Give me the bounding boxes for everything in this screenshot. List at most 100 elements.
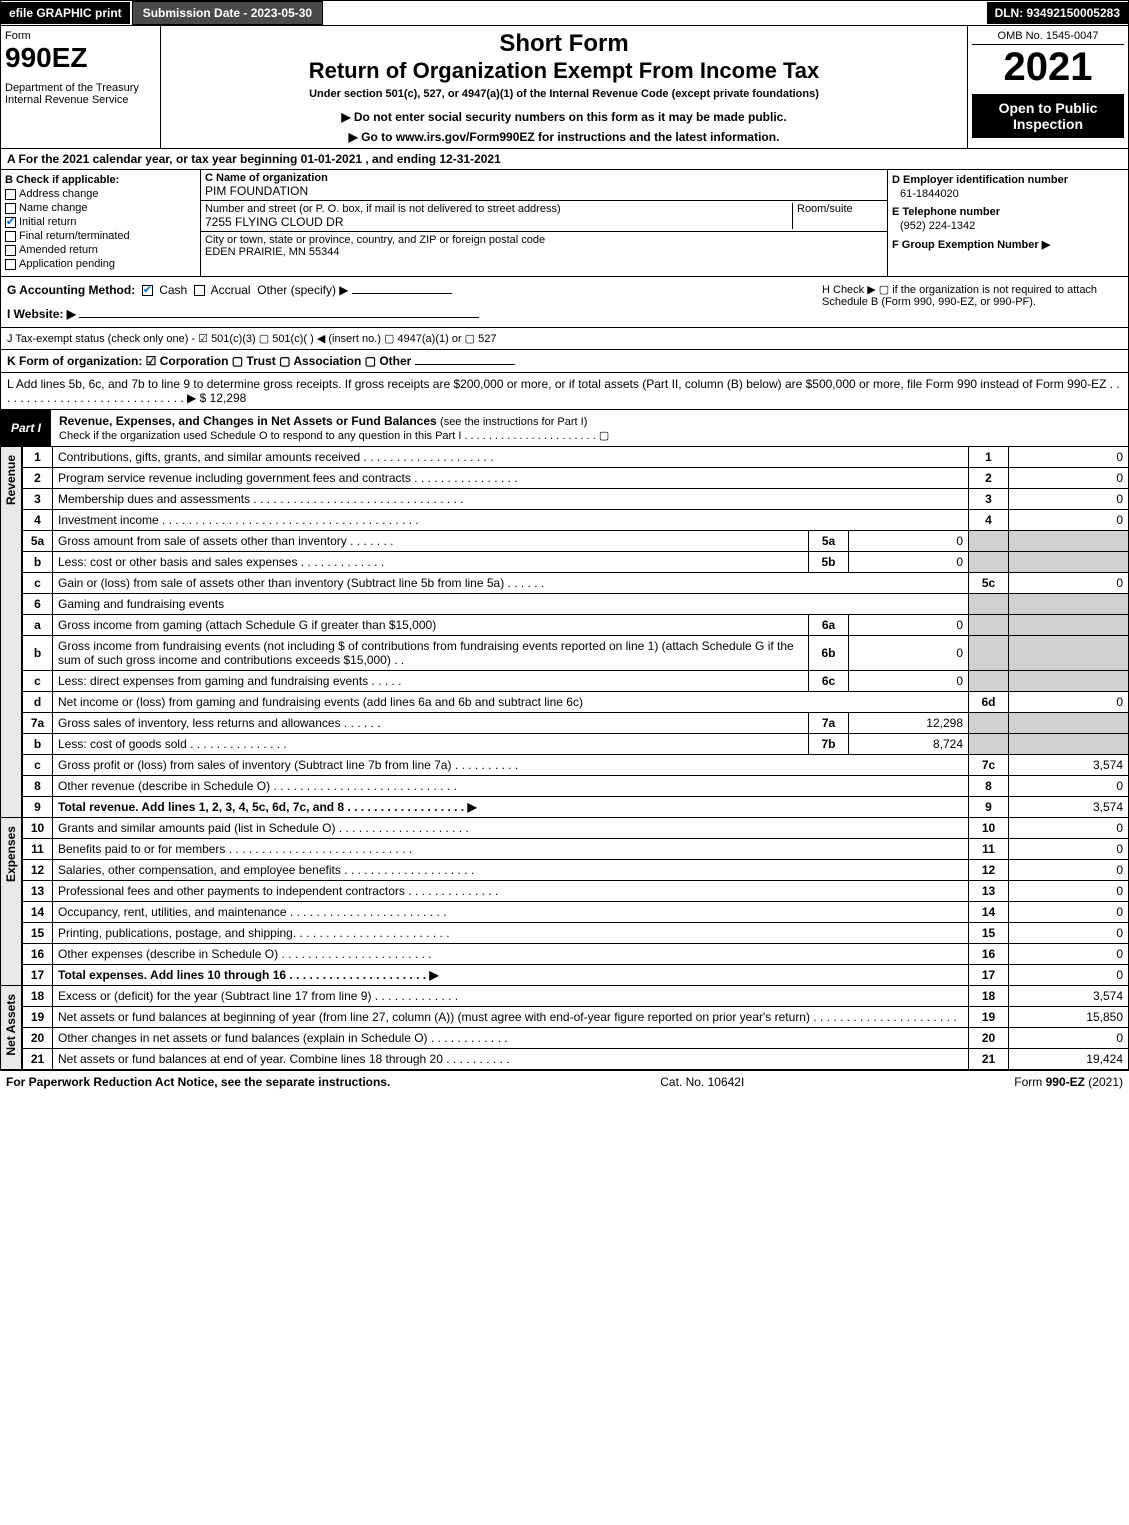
goto-link[interactable]: ▶ Go to www.irs.gov/Form990EZ for instru… [165, 130, 963, 144]
c-city-label: City or town, state or province, country… [205, 234, 545, 246]
b-label: B Check if applicable: [5, 174, 196, 186]
line-15: 15Printing, publications, postage, and s… [23, 923, 1129, 944]
org-city: EDEN PRAIRIE, MN 55344 [205, 246, 340, 258]
k-text: K Form of organization: ☑ Corporation ▢ … [7, 354, 411, 368]
chk-final[interactable]: Final return/terminated [5, 230, 196, 242]
line-20: 20Other changes in net assets or fund ba… [23, 1028, 1129, 1049]
line-5a: 5aGross amount from sale of assets other… [23, 531, 1129, 552]
line-9: 9Total revenue. Add lines 1, 2, 3, 4, 5c… [23, 797, 1129, 818]
city-cell: City or town, state or province, country… [201, 232, 887, 260]
line-5b: bLess: cost or other basis and sales exp… [23, 552, 1129, 573]
k-other-line[interactable] [415, 364, 515, 365]
other-specify-line[interactable] [352, 293, 452, 294]
section-k: K Form of organization: ☑ Corporation ▢ … [0, 350, 1129, 373]
header-left: Form 990EZ Department of the Treasury In… [1, 26, 161, 148]
section-l: L Add lines 5b, 6c, and 7b to line 9 to … [0, 373, 1129, 410]
short-form-title: Short Form [165, 30, 963, 58]
expenses-vertical-label: Expenses [0, 818, 22, 986]
netassets-section: Net Assets 18Excess or (deficit) for the… [0, 986, 1129, 1070]
section-d: D Employer identification number 61-1844… [888, 170, 1128, 276]
line-6d: dNet income or (loss) from gaming and fu… [23, 692, 1129, 713]
line-18: 18Excess or (deficit) for the year (Subt… [23, 986, 1129, 1007]
form-word: Form [5, 30, 156, 42]
part1-header: Part I Revenue, Expenses, and Changes in… [0, 410, 1129, 447]
line-14: 14Occupancy, rent, utilities, and mainte… [23, 902, 1129, 923]
room-suite-label: Room/suite [793, 203, 883, 229]
line-1: 1Contributions, gifts, grants, and simil… [23, 447, 1129, 468]
footer: For Paperwork Reduction Act Notice, see … [0, 1070, 1129, 1093]
c-street-label: Number and street (or P. O. box, if mail… [205, 203, 561, 215]
bcd-row: B Check if applicable: Address change Na… [0, 170, 1129, 277]
section-h: H Check ▶ ▢ if the organization is not r… [822, 283, 1122, 321]
footer-left: For Paperwork Reduction Act Notice, see … [6, 1075, 390, 1089]
footer-right: Form Form 990-EZ (2021)990-EZ (2021) [1014, 1075, 1123, 1089]
section-a: A For the 2021 calendar year, or tax yea… [0, 149, 1129, 170]
chk-address[interactable]: Address change [5, 188, 196, 200]
part1-label: Part I [1, 417, 51, 439]
chk-initial[interactable]: Initial return [5, 216, 196, 228]
line-7a: 7aGross sales of inventory, less returns… [23, 713, 1129, 734]
footer-center: Cat. No. 10642I [390, 1075, 1014, 1089]
ein-label: D Employer identification number [892, 174, 1124, 186]
dln-label: DLN: 93492150005283 [987, 2, 1128, 24]
revenue-section: Revenue 1Contributions, gifts, grants, a… [0, 447, 1129, 818]
line-2: 2Program service revenue including gover… [23, 468, 1129, 489]
line-7c: cGross profit or (loss) from sales of in… [23, 755, 1129, 776]
netassets-vertical-label: Net Assets [0, 986, 22, 1070]
org-street: 7255 FLYING CLOUD DR [205, 215, 344, 229]
header-right: OMB No. 1545-0047 2021 Open to Public In… [968, 26, 1128, 148]
line-8: 8Other revenue (describe in Schedule O) … [23, 776, 1129, 797]
netassets-table: 18Excess or (deficit) for the year (Subt… [22, 986, 1129, 1070]
line-11: 11Benefits paid to or for members . . . … [23, 839, 1129, 860]
chk-amended[interactable]: Amended return [5, 244, 196, 256]
header-center: Short Form Return of Organization Exempt… [161, 26, 968, 148]
line-6b: bGross income from fundraising events (n… [23, 636, 1129, 671]
form-number: 990EZ [5, 42, 156, 74]
chk-cash[interactable] [142, 285, 153, 296]
chk-pending[interactable]: Application pending [5, 258, 196, 270]
line-6c: cLess: direct expenses from gaming and f… [23, 671, 1129, 692]
expenses-section: Expenses 10Grants and similar amounts pa… [0, 818, 1129, 986]
under-section: Under section 501(c), 527, or 4947(a)(1)… [165, 88, 963, 100]
line-12: 12Salaries, other compensation, and empl… [23, 860, 1129, 881]
section-j: J Tax-exempt status (check only one) - ☑… [0, 328, 1129, 350]
form-header: Form 990EZ Department of the Treasury In… [0, 26, 1129, 149]
line-4: 4Investment income . . . . . . . . . . .… [23, 510, 1129, 531]
department-label: Department of the Treasury Internal Reve… [5, 82, 156, 106]
omb-number: OMB No. 1545-0047 [972, 30, 1124, 45]
phone-value: (952) 224-1342 [900, 220, 1124, 232]
chk-name[interactable]: Name change [5, 202, 196, 214]
line-5c: cGain or (loss) from sale of assets othe… [23, 573, 1129, 594]
line-10: 10Grants and similar amounts paid (list … [23, 818, 1129, 839]
line-6a: aGross income from gaming (attach Schedu… [23, 615, 1129, 636]
line-21: 21Net assets or fund balances at end of … [23, 1049, 1129, 1070]
revenue-vertical-label: Revenue [0, 447, 22, 818]
gh-row: G Accounting Method: Cash Accrual Other … [0, 277, 1129, 328]
group-label: F Group Exemption Number ▶ [892, 238, 1124, 251]
return-title: Return of Organization Exempt From Incom… [165, 58, 963, 84]
do-not-enter: ▶ Do not enter social security numbers o… [165, 110, 963, 124]
org-name-cell: C Name of organization PIM FOUNDATION [201, 170, 887, 201]
ein-value: 61-1844020 [900, 188, 1124, 200]
line-19: 19Net assets or fund balances at beginni… [23, 1007, 1129, 1028]
line-7b: bLess: cost of goods sold . . . . . . . … [23, 734, 1129, 755]
section-b: B Check if applicable: Address change Na… [1, 170, 201, 276]
website-line[interactable] [79, 317, 479, 318]
line-6: 6Gaming and fundraising events [23, 594, 1129, 615]
efile-label[interactable]: efile GRAPHIC print [1, 2, 130, 24]
line-16: 16Other expenses (describe in Schedule O… [23, 944, 1129, 965]
expenses-table: 10Grants and similar amounts paid (list … [22, 818, 1129, 986]
section-g: G Accounting Method: Cash Accrual Other … [7, 283, 822, 321]
top-bar: efile GRAPHIC print Submission Date - 20… [0, 0, 1129, 26]
org-name: PIM FOUNDATION [205, 184, 308, 198]
revenue-table: 1Contributions, gifts, grants, and simil… [22, 447, 1129, 818]
chk-accrual[interactable] [194, 285, 205, 296]
phone-label: E Telephone number [892, 206, 1124, 218]
line-17: 17Total expenses. Add lines 10 through 1… [23, 965, 1129, 986]
street-cell: Number and street (or P. O. box, if mail… [201, 201, 887, 232]
i-label: I Website: ▶ [7, 307, 76, 321]
line-13: 13Professional fees and other payments t… [23, 881, 1129, 902]
c-name-label: C Name of organization [205, 172, 328, 184]
g-label: G Accounting Method: [7, 283, 135, 297]
open-to-public: Open to Public Inspection [972, 94, 1124, 138]
